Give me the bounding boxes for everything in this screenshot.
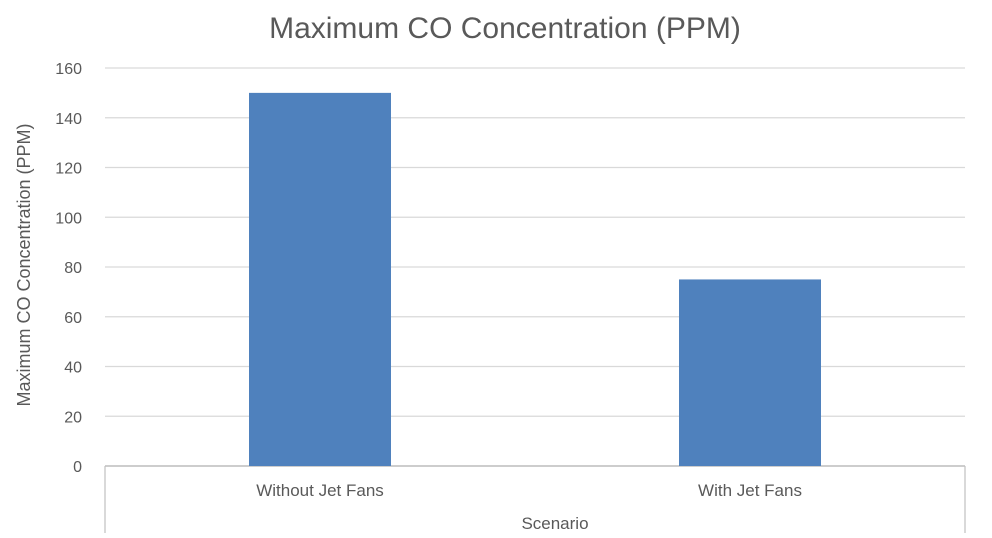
y-tick-label: 140 [55, 111, 82, 128]
bar [249, 92, 391, 466]
labels: 0 20 40 60 80 100 120 140 160 Without Jet Fans Wit… [55, 61, 802, 500]
y-tick-label: 40 [64, 360, 82, 377]
y-tick-label: 20 [64, 409, 82, 426]
y-tick-label: 120 [55, 161, 82, 178]
y-tick-label: 60 [64, 310, 82, 327]
axes [104, 465, 966, 533]
x-axis-title: Scenario [521, 514, 588, 533]
y-tick-label: 0 [73, 459, 82, 476]
y-tick-label: 80 [64, 260, 82, 277]
y-tick-label: 100 [55, 210, 82, 227]
x-tick-label: Without Jet Fans [256, 481, 384, 500]
chart-title: Maximum CO Concentration (PPM) [269, 12, 741, 45]
y-tick-label: 160 [55, 61, 82, 78]
y-axis-title: Maximum CO Concentration (PPM) [14, 123, 34, 406]
bar [679, 279, 821, 466]
gridlines [105, 67, 965, 467]
x-tick-label: With Jet Fans [698, 481, 802, 500]
bars [249, 92, 821, 466]
